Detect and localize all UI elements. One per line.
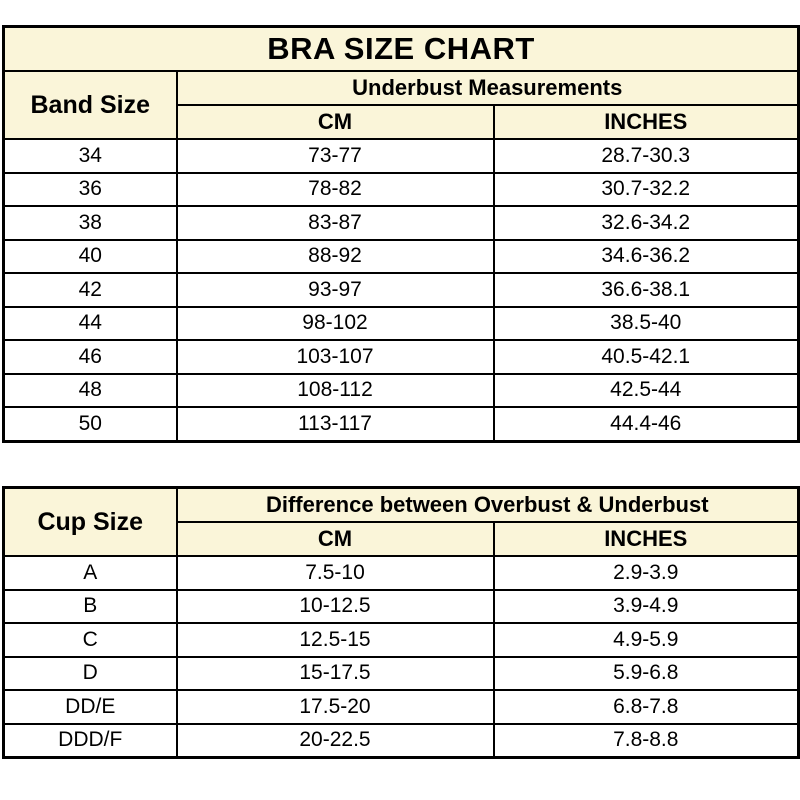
band-row: 36 78-82 30.7-32.2 bbox=[2, 171, 800, 207]
cup-row: A 7.5-10 2.9-3.9 bbox=[2, 555, 800, 591]
band-size-value: 46 bbox=[2, 339, 178, 375]
band-size-value: 48 bbox=[2, 372, 178, 408]
cup-row: C 12.5-15 4.9-5.9 bbox=[2, 622, 800, 658]
cup-inches-value: 4.9-5.9 bbox=[492, 622, 800, 658]
cup-row: D 15-17.5 5.9-6.8 bbox=[2, 655, 800, 691]
cup-cm-value: 17.5-20 bbox=[175, 689, 495, 725]
underbust-measurements-header: Underbust Measurements bbox=[175, 70, 800, 106]
band-cm-header: CM bbox=[175, 104, 495, 140]
cup-row: DDD/F 20-22.5 7.8-8.8 bbox=[2, 722, 800, 759]
band-size-value: 50 bbox=[2, 406, 178, 442]
band-size-value: 34 bbox=[2, 138, 178, 174]
band-cm-value: 93-97 bbox=[175, 272, 495, 308]
band-cm-value: 73-77 bbox=[175, 138, 495, 174]
band-cm-value: 83-87 bbox=[175, 205, 495, 241]
cup-inches-value: 5.9-6.8 bbox=[492, 655, 800, 691]
band-row: 46 103-107 40.5-42.1 bbox=[2, 339, 800, 375]
cup-size-table: Cup Size Difference between Overbust & U… bbox=[2, 486, 800, 759]
band-size-value: 44 bbox=[2, 305, 178, 341]
band-cm-value: 98-102 bbox=[175, 305, 495, 341]
title-row: BRA SIZE CHART bbox=[2, 25, 800, 72]
band-row: 38 83-87 32.6-34.2 bbox=[2, 205, 800, 241]
cup-unit-header-row: CM INCHES bbox=[4, 521, 800, 557]
cup-cm-value: 10-12.5 bbox=[175, 588, 495, 624]
cup-inches-value: 6.8-7.8 bbox=[492, 689, 800, 725]
band-row: 40 88-92 34.6-36.2 bbox=[2, 238, 800, 274]
band-size-value: 42 bbox=[2, 272, 178, 308]
cup-size-value: DD/E bbox=[2, 689, 178, 725]
band-inches-value: 36.6-38.1 bbox=[492, 272, 800, 308]
band-inches-value: 32.6-34.2 bbox=[492, 205, 800, 241]
band-size-table: BRA SIZE CHART Band Size Underbust Measu… bbox=[2, 25, 800, 443]
cup-inches-value: 7.8-8.8 bbox=[492, 722, 800, 759]
cup-size-column-header: Cup Size bbox=[2, 486, 178, 557]
cup-cm-value: 12.5-15 bbox=[175, 622, 495, 658]
cup-size-value: A bbox=[2, 555, 178, 591]
band-cm-value: 113-117 bbox=[175, 406, 495, 442]
band-inches-value: 44.4-46 bbox=[492, 406, 800, 442]
band-size-column-header: Band Size bbox=[2, 70, 178, 140]
band-inches-header: INCHES bbox=[492, 104, 800, 140]
cup-cm-value: 7.5-10 bbox=[175, 555, 495, 591]
band-cm-value: 103-107 bbox=[175, 339, 495, 375]
band-row: 50 113-117 44.4-46 bbox=[2, 406, 800, 442]
cup-inches-value: 2.9-3.9 bbox=[492, 555, 800, 591]
cup-size-value: B bbox=[2, 588, 178, 624]
cup-row: DD/E 17.5-20 6.8-7.8 bbox=[2, 689, 800, 725]
page-title: BRA SIZE CHART bbox=[2, 25, 800, 72]
band-group-header-row: Band Size Underbust Measurements bbox=[2, 70, 800, 140]
cup-size-value: C bbox=[2, 622, 178, 658]
band-size-value: 38 bbox=[2, 205, 178, 241]
cup-size-value: DDD/F bbox=[2, 722, 178, 759]
band-cm-value: 88-92 bbox=[175, 238, 495, 274]
band-cm-value: 78-82 bbox=[175, 171, 495, 207]
band-inches-value: 42.5-44 bbox=[492, 372, 800, 408]
band-row: 34 73-77 28.7-30.3 bbox=[2, 138, 800, 174]
band-inches-value: 30.7-32.2 bbox=[492, 171, 800, 207]
cup-row: B 10-12.5 3.9-4.9 bbox=[2, 588, 800, 624]
band-inches-value: 40.5-42.1 bbox=[492, 339, 800, 375]
difference-header: Difference between Overbust & Underbust bbox=[175, 486, 800, 523]
cup-size-value: D bbox=[2, 655, 178, 691]
cup-group-header-row: Cup Size Difference between Overbust & U… bbox=[2, 486, 800, 557]
band-size-value: 40 bbox=[2, 238, 178, 274]
cup-cm-header: CM bbox=[175, 521, 495, 557]
cup-cm-value: 20-22.5 bbox=[175, 722, 495, 759]
band-size-value: 36 bbox=[2, 171, 178, 207]
band-inches-value: 34.6-36.2 bbox=[492, 238, 800, 274]
band-cm-value: 108-112 bbox=[175, 372, 495, 408]
band-unit-header-row: CM INCHES bbox=[4, 104, 800, 140]
cup-cm-value: 15-17.5 bbox=[175, 655, 495, 691]
band-row: 42 93-97 36.6-38.1 bbox=[2, 272, 800, 308]
band-row: 44 98-102 38.5-40 bbox=[2, 305, 800, 341]
band-inches-value: 28.7-30.3 bbox=[492, 138, 800, 174]
cup-inches-value: 3.9-4.9 bbox=[492, 588, 800, 624]
band-row: 48 108-112 42.5-44 bbox=[2, 372, 800, 408]
band-inches-value: 38.5-40 bbox=[492, 305, 800, 341]
cup-inches-header: INCHES bbox=[492, 521, 800, 557]
